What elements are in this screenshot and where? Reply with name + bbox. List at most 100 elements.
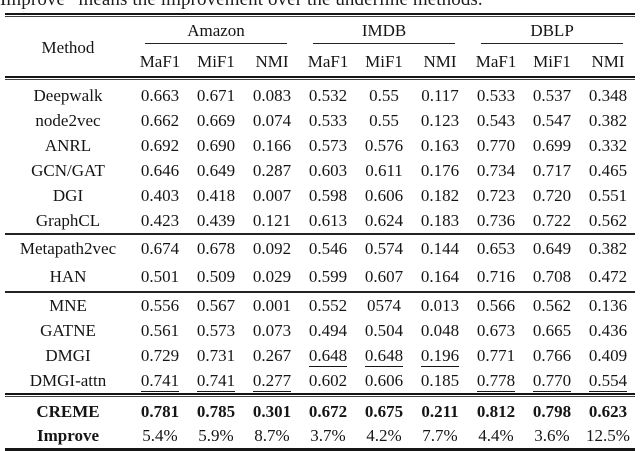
value-text: 0.382 xyxy=(588,239,628,258)
value-text: 0.649 xyxy=(196,160,236,180)
metric-value: 0.183 xyxy=(412,208,468,233)
group-header-imdb: IMDB xyxy=(300,20,468,48)
method-name: MNE xyxy=(49,295,87,315)
method-name: Improve xyxy=(36,426,99,445)
method-name: DGI xyxy=(52,185,84,205)
metric-value: 0.770 xyxy=(468,133,524,158)
value-text: 0.136 xyxy=(588,295,628,315)
metric-value: 0.606 xyxy=(356,183,412,208)
value-text: 0.576 xyxy=(364,135,404,155)
metric-value: 0.736 xyxy=(468,208,524,233)
metric-header: MaF1 xyxy=(139,52,181,71)
metric-value: 0.624 xyxy=(356,208,412,233)
metric-value: 0.562 xyxy=(524,293,580,318)
value-text: 0.624 xyxy=(364,210,404,230)
metric-value: 0.573 xyxy=(188,318,244,343)
value-text: 0.717 xyxy=(532,160,572,180)
metric-value: 5.4% xyxy=(132,424,188,448)
metric-header: MaF1 xyxy=(307,52,349,71)
metric-value: 0.611 xyxy=(356,158,412,183)
metric-value: 0.717 xyxy=(524,158,580,183)
metric-value: 0.812 xyxy=(468,400,524,424)
metric-value: 5.9% xyxy=(188,424,244,448)
value-text: 0.164 xyxy=(420,267,460,286)
metric-value: 0.494 xyxy=(300,318,356,343)
metric-header: NMI xyxy=(591,52,625,71)
metric-value: 0.55 xyxy=(356,83,412,108)
method-name: Deepwalk xyxy=(33,85,103,105)
value-text: 0.001 xyxy=(252,295,292,315)
table-row: ANRL 0.692 0.690 0.166 0.573 0.576 0.163 0.770 0… xyxy=(4,133,636,158)
table-top-rule xyxy=(5,13,635,20)
metric-value: 0.690 xyxy=(188,133,244,158)
metric-value: 0.048 xyxy=(412,318,468,343)
underlined-value: 0.741 xyxy=(140,370,180,392)
method-name: node2vec xyxy=(35,110,101,130)
value-text: 0.729 xyxy=(140,345,180,365)
value-text: 0.183 xyxy=(420,210,460,230)
value-text: 0574 xyxy=(367,295,401,315)
value-text: 0.736 xyxy=(476,210,516,230)
result-separator-rule xyxy=(5,393,635,400)
metric-value: 0.603 xyxy=(300,158,356,183)
underlined-value: 0.196 xyxy=(420,345,460,367)
metric-value: 4.4% xyxy=(468,424,524,448)
metric-value: 0.771 xyxy=(468,343,524,368)
value-text: 0.567 xyxy=(196,295,236,315)
metric-value: 0.729 xyxy=(132,343,188,368)
value-text: 0.613 xyxy=(308,210,348,230)
value-text: 12.5% xyxy=(586,426,630,445)
value-text: 0.092 xyxy=(252,239,292,258)
metric-value: 0.556 xyxy=(132,293,188,318)
table-row: node2vec 0.662 0.669 0.074 0.533 0.55 0.123 0.5… xyxy=(4,108,636,133)
underlined-value: 0.778 xyxy=(476,370,516,392)
value-text: 0.211 xyxy=(421,402,459,421)
table-section-heterogeneous: Metapath2vec 0.674 0.678 0.092 0.546 0.574 0.1… xyxy=(4,235,636,291)
metric-value: 0.267 xyxy=(244,343,300,368)
metric-value: 0.382 xyxy=(580,235,636,263)
metric-value: 0.546 xyxy=(300,235,356,263)
table-row: GCN/GAT 0.646 0.649 0.287 0.603 0.611 0.176 0.7… xyxy=(4,158,636,183)
value-text: 0.562 xyxy=(532,295,572,315)
metric-value: 0.606 xyxy=(356,368,412,393)
metric-value: 0.185 xyxy=(412,368,468,393)
metric-value: 0.599 xyxy=(300,263,356,291)
value-text: 5.9% xyxy=(198,426,234,445)
metric-value: 0.532 xyxy=(300,83,356,108)
table-section-ours: CREME 0.781 0.785 0.301 0.672 0.675 0.211 0.812… xyxy=(4,400,636,448)
metric-value: 0.083 xyxy=(244,83,300,108)
underlined-value: 0.648 xyxy=(308,345,348,367)
metric-value: 0.672 xyxy=(300,400,356,424)
value-text: 0.185 xyxy=(420,370,460,390)
underlined-value: 0.277 xyxy=(252,370,292,392)
table-row: Deepwalk 0.663 0.671 0.083 0.532 0.55 0.117 0.5… xyxy=(4,83,636,108)
metric-value: 0.785 xyxy=(188,400,244,424)
metric-value: 0.607 xyxy=(356,263,412,291)
underlined-value: 0.741 xyxy=(196,370,236,392)
metric-value: 0.144 xyxy=(412,235,468,263)
value-text: 0.504 xyxy=(364,320,404,340)
metric-value: 0.287 xyxy=(244,158,300,183)
value-text: 0.537 xyxy=(532,85,572,105)
value-text: 0.653 xyxy=(476,239,516,258)
value-text: 0.646 xyxy=(140,160,180,180)
value-text: 0.606 xyxy=(364,185,404,205)
metric-value: 0.741 xyxy=(188,368,244,393)
value-text: 0.606 xyxy=(364,370,404,390)
value-text: 0.533 xyxy=(476,85,516,105)
metric-value: 0.562 xyxy=(580,208,636,233)
metric-value: 0.029 xyxy=(244,263,300,291)
value-text: 0.551 xyxy=(588,185,628,205)
value-text: 0.403 xyxy=(140,185,180,205)
metric-value: 0.623 xyxy=(580,400,636,424)
metric-value: 0.117 xyxy=(412,83,468,108)
metric-value: 0.566 xyxy=(468,293,524,318)
value-text: 0.798 xyxy=(532,402,572,421)
metric-value: 3.7% xyxy=(300,424,356,448)
metric-value: 0.552 xyxy=(300,293,356,318)
value-text: 0.716 xyxy=(476,267,516,286)
metric-value: 0.472 xyxy=(580,263,636,291)
metric-value: 0.123 xyxy=(412,108,468,133)
metric-value: 0.741 xyxy=(132,368,188,393)
metric-value: 0.182 xyxy=(412,183,468,208)
